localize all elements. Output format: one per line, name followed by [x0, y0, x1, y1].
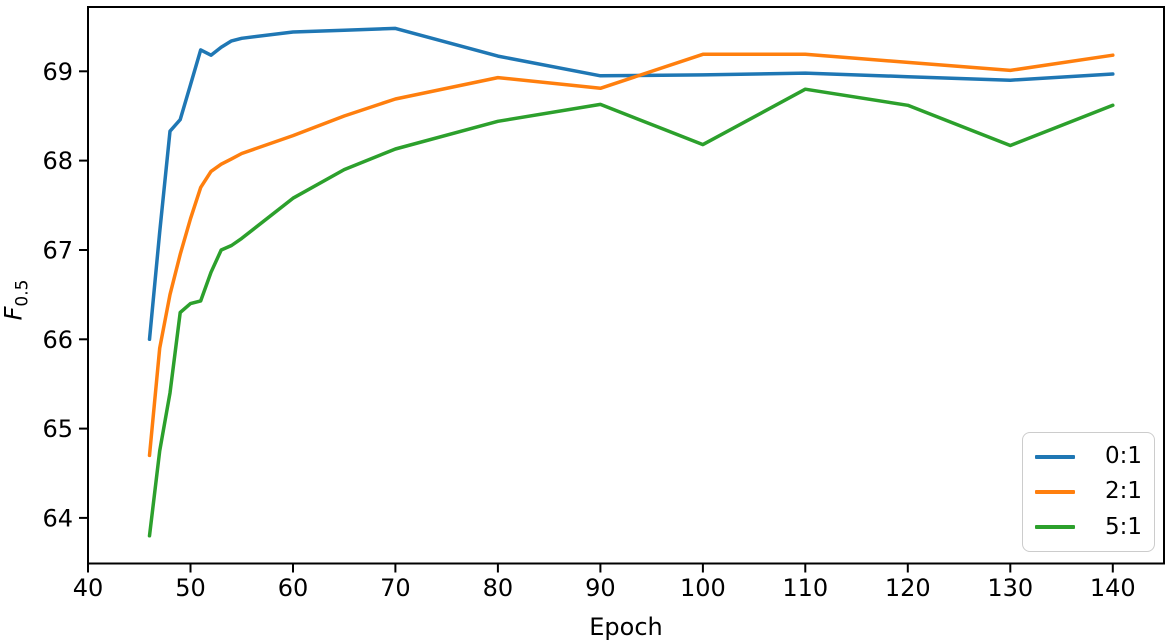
legend-label: 5:1 — [1104, 513, 1142, 540]
legend-item-2:1: 2:1 — [1035, 480, 1142, 503]
legend-line-sample — [1035, 489, 1075, 494]
series-line-0:1 — [147, 26, 1115, 342]
axes-spines — [87, 6, 1165, 565]
x-tick-label: 90 — [585, 574, 616, 602]
y-axis-label-subscript: 0.5 — [12, 279, 33, 307]
x-tick-label: 40 — [73, 574, 104, 602]
legend-line-sample — [1035, 454, 1075, 459]
y-tick-label: 68 — [42, 147, 73, 175]
legend-item-5:1: 5:1 — [1035, 513, 1142, 540]
series-line-5:1 — [147, 87, 1115, 538]
x-tick-label: 140 — [1090, 574, 1136, 602]
x-tick-label: 130 — [987, 574, 1033, 602]
legend-line-sample — [1035, 525, 1075, 530]
series-line-2:1 — [147, 52, 1115, 458]
y-axis-label-main: F — [0, 306, 28, 321]
legend-label: 0:1 — [1104, 443, 1142, 470]
y-tick-label: 65 — [42, 415, 73, 443]
legend: 0:1 2:1 5:1 — [1022, 432, 1155, 552]
y-tick-label: 67 — [42, 237, 73, 265]
y-tick-label: 64 — [42, 505, 73, 533]
x-axis-label: Epoch — [589, 613, 663, 641]
y-tick-label: 69 — [42, 58, 73, 86]
legend-label: 2:1 — [1104, 478, 1142, 505]
legend-item-0:1: 0:1 — [1035, 445, 1142, 468]
x-tick-label: 100 — [680, 574, 726, 602]
x-tick-label: 70 — [380, 574, 411, 602]
x-tick-label: 110 — [782, 574, 828, 602]
y-axis-label: F0.5 — [0, 280, 32, 321]
x-tick-label: 80 — [483, 574, 514, 602]
x-tick-label: 120 — [885, 574, 931, 602]
y-tick-label: 66 — [42, 326, 73, 354]
x-tick-label: 50 — [175, 574, 206, 602]
x-tick-label: 60 — [278, 574, 309, 602]
